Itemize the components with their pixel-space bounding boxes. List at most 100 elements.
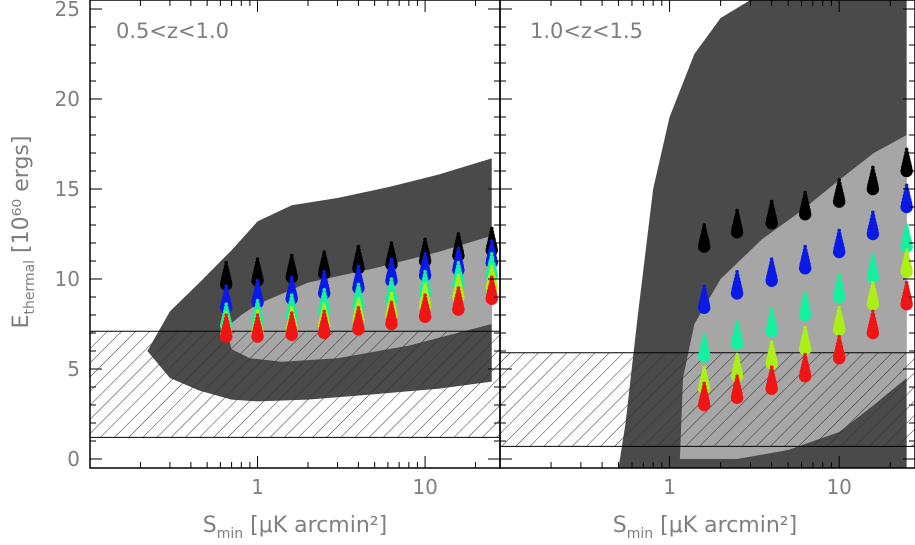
data-point [702,223,707,227]
data-point [489,252,494,256]
data-point [769,340,774,344]
data-point [455,266,462,274]
data-point [835,340,843,347]
data-point [835,311,843,319]
data-point [734,211,740,217]
data-point [255,260,260,266]
data-point [321,256,328,263]
data-point [222,266,230,274]
data-point [871,309,875,314]
data-point [223,264,229,269]
data-point [701,338,708,346]
y-tick-label: 0 [67,447,80,471]
axes: 1 10 0 5 10 15 20 25 1 10 [55,0,915,499]
data-point [735,320,739,325]
data-point [223,305,229,311]
data-point [701,336,707,341]
data-point [802,193,808,199]
data-point [769,257,774,262]
data-point [733,214,741,221]
data-point [769,199,774,204]
data-point [321,293,328,301]
data-point [836,231,842,237]
data-point [904,183,909,188]
data-point [356,300,361,305]
data-point [702,365,707,370]
data-point [768,371,775,378]
data-point [489,267,495,273]
data-point [870,312,876,318]
data-point [803,244,807,249]
panel-label-left: 0.5<z<1.0 [116,19,229,43]
data-point [289,311,294,316]
data-point [835,234,843,241]
data-point [389,280,394,285]
data-point [423,282,427,287]
data-point [768,313,775,320]
data-point [422,240,428,246]
data-point [802,328,808,334]
data-point [356,267,361,273]
data-point [904,248,909,252]
data-point [701,229,708,236]
data-point [421,288,429,295]
data-point [255,298,260,303]
data-point [455,235,461,241]
x-tick-label: 1 [251,475,264,499]
data-point [421,243,429,250]
data-point [702,381,707,386]
data-point [871,253,875,258]
data-point [224,313,228,317]
y-tick-label: 25 [55,0,80,21]
data-point [735,208,739,213]
data-point [869,286,877,293]
data-point [388,306,395,313]
x-tick-label: 1 [663,475,676,499]
data-point [421,299,429,306]
panel-high-z [500,0,915,468]
data-point [769,368,775,374]
data-point [871,280,875,285]
data-point [837,306,841,310]
data-point [801,297,809,304]
data-point [288,259,295,266]
data-point [322,250,327,254]
data-point [733,380,741,387]
data-point [837,178,841,182]
data-point [455,289,461,294]
data-point [488,245,495,252]
data-point [289,253,294,258]
data-point [870,256,876,262]
data-point [768,346,775,353]
data-point [803,291,807,296]
data-point [255,301,260,307]
data-point [489,275,494,280]
data-point [735,374,739,379]
data-point [904,150,910,156]
data-point [903,254,910,261]
data-point [803,325,807,330]
data-point [288,317,295,324]
data-point [389,303,394,309]
data-point [289,293,294,298]
data-point [321,253,327,258]
y-axis-title: Ethermal [10⁶⁰ ergs] [9,136,38,329]
data-point [388,283,395,290]
data-point [489,255,495,260]
data-point [801,358,809,365]
x-axis-title-right: Smin [μK arcmin²] [613,513,797,542]
hatched-band [90,331,500,438]
data-point [903,229,910,236]
data-point [355,288,362,295]
data-point [455,249,461,255]
data-point [837,273,841,278]
data-point [734,355,740,361]
data-point [769,202,775,208]
data-point [322,270,327,274]
data-point [734,377,740,383]
data-point [422,273,428,278]
data-point [701,290,708,297]
data-point [289,278,295,284]
data-point [255,257,260,262]
